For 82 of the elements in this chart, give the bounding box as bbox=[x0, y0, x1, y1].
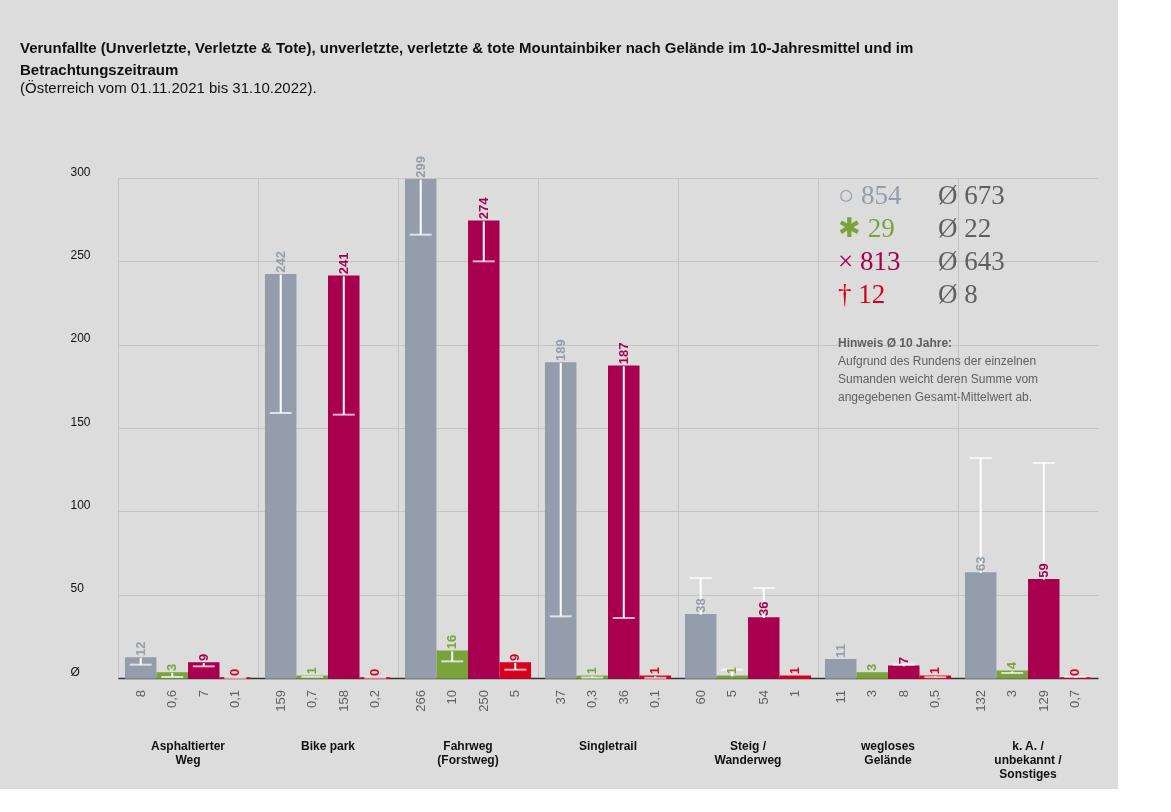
text: 0,7 bbox=[304, 690, 320, 709]
data-label: 9 bbox=[507, 653, 523, 661]
text: 8 bbox=[132, 690, 148, 698]
chart-subtitle: (Österreich vom 01.11.2021 bis 31.10.2022). bbox=[20, 78, 317, 96]
text: 60 bbox=[692, 690, 708, 705]
text: 37 bbox=[552, 690, 568, 705]
x-tick-label: Asphaltierter Weg bbox=[150, 738, 226, 767]
chart-title: Verunfallte (Unverletzte, Verletzte & Tote), unverletzte, verletzte & tote Mountainbiker nach Gelände im 10-Jahresmittel und im Betrachtungszeitraum bbox=[20, 38, 914, 78]
y-tick-label: 100 bbox=[70, 497, 91, 512]
text: 0,2 bbox=[367, 690, 383, 709]
text: 0,3 bbox=[584, 690, 600, 709]
data-label: 189 bbox=[552, 339, 568, 361]
x-tick-label: wegloses Gelände bbox=[859, 738, 916, 767]
data-label: 12 bbox=[132, 641, 148, 656]
y-tick-label: 250 bbox=[70, 247, 91, 262]
text: 54 bbox=[755, 690, 771, 705]
text: 5 bbox=[507, 690, 523, 698]
text: 10 bbox=[444, 690, 460, 705]
data-label: 4 bbox=[1004, 661, 1020, 670]
data-label: 187 bbox=[615, 342, 631, 365]
text: 5 bbox=[724, 690, 740, 698]
text: 129 bbox=[1035, 690, 1051, 712]
y-tick-label: Ø bbox=[70, 664, 80, 679]
x-tick-label: k. A. / unbekannt / Sonstiges bbox=[994, 738, 1063, 781]
data-label: 63 bbox=[972, 556, 988, 571]
y-tick-label: 200 bbox=[70, 331, 91, 346]
text: 0,5 bbox=[927, 690, 943, 709]
text: 3 bbox=[1004, 690, 1020, 698]
text: 159 bbox=[272, 690, 288, 712]
data-label: 38 bbox=[692, 598, 708, 613]
text: 11 bbox=[832, 690, 848, 704]
data-label: 11 bbox=[832, 643, 848, 658]
annotation: † 12 bbox=[838, 279, 886, 309]
text: 250 bbox=[475, 690, 491, 712]
data-label: 0 bbox=[367, 668, 383, 676]
data-label: 7 bbox=[895, 657, 911, 665]
data-label: 0 bbox=[1067, 668, 1083, 676]
text: 3 bbox=[864, 690, 880, 698]
text: 7 bbox=[195, 690, 211, 698]
data-label: 242 bbox=[272, 250, 288, 273]
x-tick-label: Bike park bbox=[300, 738, 356, 753]
annotation: ○ 854 bbox=[838, 180, 903, 210]
text: 1 bbox=[787, 690, 803, 698]
data-label: 36 bbox=[755, 601, 771, 616]
data-label: 1 bbox=[927, 667, 943, 675]
text: 0,7 bbox=[1067, 690, 1083, 709]
text: 8 bbox=[895, 690, 911, 698]
annotation: Ø 8 bbox=[938, 279, 978, 309]
text: 158 bbox=[335, 690, 351, 712]
y-tick-label: 300 bbox=[70, 164, 91, 179]
annotation: × 813 bbox=[838, 246, 901, 276]
data-label: 16 bbox=[444, 634, 460, 650]
data-label: 59 bbox=[1035, 563, 1051, 578]
data-label: 1 bbox=[787, 667, 803, 675]
x-tick-label: Fahrweg (Forstweg) bbox=[437, 738, 499, 767]
annotation: Ø 22 bbox=[938, 213, 992, 243]
data-label: 3 bbox=[864, 663, 880, 671]
data-label: 1 bbox=[647, 667, 663, 675]
annotation: Hinweis Ø 10 Jahre: bbox=[838, 336, 953, 350]
text: 266 bbox=[412, 690, 428, 712]
data-label: 0 bbox=[227, 668, 243, 676]
data-label: 299 bbox=[412, 155, 428, 178]
annotation: Aufgrund des Rundens der einzelnen Sumanden weicht deren Summe vom angegebenen Gesamt-Mittelwert ab. bbox=[838, 354, 1039, 404]
x-tick-label: Steig / Wanderweg bbox=[714, 738, 782, 767]
data-label: 3 bbox=[164, 663, 180, 671]
data-label: 274 bbox=[475, 196, 491, 220]
annotation: ✱ 29 bbox=[838, 213, 895, 243]
text: 0,6 bbox=[164, 690, 180, 709]
y-tick-label: 50 bbox=[70, 581, 85, 596]
annotation: Ø 673 bbox=[938, 180, 1005, 210]
y-tick-label: 150 bbox=[70, 414, 91, 429]
data-label: 9 bbox=[195, 653, 211, 661]
data-label: 1 bbox=[724, 667, 740, 675]
data-label: 1 bbox=[304, 667, 320, 675]
data-label: 1 bbox=[584, 667, 600, 675]
text: 36 bbox=[615, 690, 631, 705]
text: 0,1 bbox=[647, 690, 663, 709]
text: 132 bbox=[972, 690, 988, 712]
data-label: 241 bbox=[335, 252, 351, 275]
annotation: Ø 643 bbox=[938, 246, 1005, 276]
x-tick-label: Singletrail bbox=[578, 738, 638, 753]
text: 0,1 bbox=[227, 690, 243, 709]
